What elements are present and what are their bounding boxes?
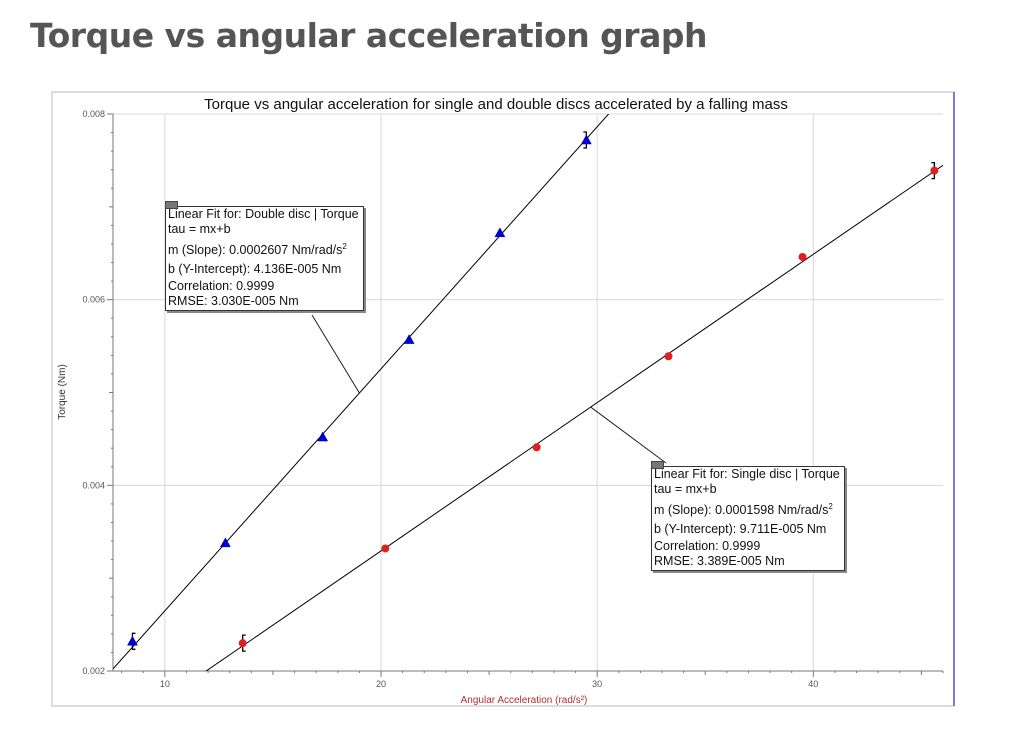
data-point-double-disc: [219, 537, 231, 548]
fit-equation: tau = mx+b: [654, 482, 717, 496]
fit-box-menu-icon[interactable]: [651, 461, 664, 469]
data-point-single-disc: [930, 166, 939, 175]
fit-slope: m (Slope): 0.0002607 Nm/rad/s2: [168, 242, 347, 258]
fit-intercept: b (Y-Intercept): 4.136E-005 Nm: [168, 262, 342, 277]
y-tick-label: 0.008: [82, 109, 105, 119]
data-point-double-disc: [580, 134, 592, 145]
data-point-double-disc: [317, 431, 329, 442]
x-tick-label: 30: [592, 679, 602, 689]
fit-title: Linear Fit for: Single disc | Torque: [654, 467, 840, 481]
data-point-single-disc: [532, 443, 541, 452]
data-point-double-disc: [403, 334, 415, 344]
x-tick-label: 10: [160, 679, 170, 689]
y-axis-label: Torque (Nm): [57, 364, 68, 420]
x-axis-label: Angular Acceleration (rad/s²): [461, 695, 588, 706]
chart-title: Torque vs angular acceleration for singl…: [204, 96, 788, 113]
y-tick-label: 0.006: [82, 295, 105, 305]
fit-equation: tau = mx+b: [168, 222, 231, 236]
fit-box-menu-icon[interactable]: [165, 201, 178, 209]
data-point-single-disc: [381, 544, 390, 553]
fit-correlation: Correlation: 0.9999: [168, 279, 275, 294]
fit-leader-line: [311, 314, 360, 394]
y-tick-label: 0.004: [82, 480, 105, 490]
fit-line-double-disc: [113, 114, 610, 670]
fit-rmse: RMSE: 3.030E-005 Nm: [168, 294, 299, 309]
fit-intercept: b (Y-Intercept): 9.711E-005 Nm: [654, 522, 827, 537]
fit-box-double-disc[interactable]: Linear Fit for: Double disc | Torque tau…: [165, 201, 364, 312]
fit-title: Linear Fit for: Double disc | Torque: [168, 207, 359, 221]
fit-box-single-disc[interactable]: Linear Fit for: Single disc | Torque tau…: [651, 461, 845, 572]
plot-area: [113, 114, 943, 671]
data-point-double-disc: [494, 227, 506, 238]
data-point-single-disc: [238, 639, 247, 648]
page-heading: Torque vs angular acceleration graph: [30, 16, 707, 55]
data-point-double-disc: [127, 635, 138, 646]
data-point-single-disc: [664, 352, 673, 361]
data-point-single-disc: [798, 252, 807, 261]
x-tick-label: 40: [808, 679, 818, 689]
x-tick-label: 20: [376, 679, 386, 689]
fit-rmse: RMSE: 3.389E-005 Nm: [654, 554, 785, 569]
fit-leader-line: [590, 406, 667, 464]
fit-correlation: Correlation: 0.9999: [654, 539, 761, 554]
y-tick-label: 0.002: [82, 666, 105, 676]
fit-slope: m (Slope): 0.0001598 Nm/rad/s2: [654, 502, 833, 518]
